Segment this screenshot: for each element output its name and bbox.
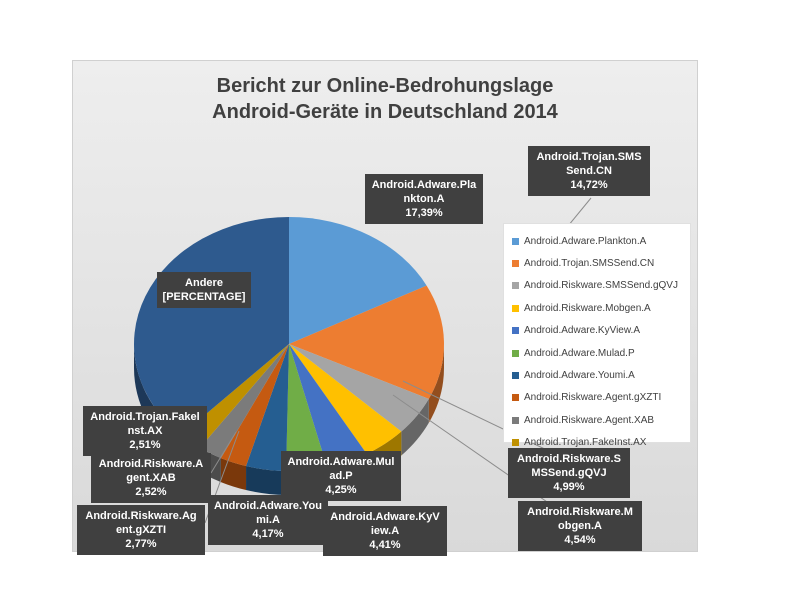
data-label-name-line: ent.gXZTI (115, 524, 167, 536)
data-label-value: 2,52% (135, 486, 167, 498)
data-label-value: 4,99% (553, 481, 585, 493)
data-label-value: 4,41% (369, 539, 401, 551)
legend-item: Android.Adware.Mulad.P (512, 342, 690, 364)
legend-label: Android.Adware.Plankton.A (524, 235, 647, 247)
data-label-name-line: ad.P (329, 470, 353, 482)
pie-side-android-adware-youmi-a (246, 466, 287, 495)
legend-label: Android.Trojan.SMSSend.CN (524, 258, 655, 270)
data-label-name-line: Android.Riskware.A (98, 458, 204, 470)
legend-item: Android.Riskware.Mobgen.A (512, 297, 690, 319)
data-label-android-adware-plankton-a: Android.Adware.Pla nkton.A 17,39% (365, 174, 483, 224)
legend-item: Android.Adware.KyView.A (512, 320, 690, 342)
pie-slice-android-adware-kyview-a (289, 344, 367, 468)
data-label-name-line: gent.XAB (126, 472, 176, 484)
legend-label: Android.Adware.KyView.A (524, 325, 640, 337)
leader-line (210, 431, 237, 474)
legend-swatch (512, 260, 519, 268)
legend-label: Android.Riskware.Agent.gXZTI (524, 392, 662, 404)
pie-slice-android-adware-youmi-a (246, 344, 289, 471)
legend-label: Android.Riskware.Agent.XAB (524, 414, 655, 426)
data-label-name-line: Send.CN (566, 165, 612, 177)
legend-swatch (512, 394, 519, 402)
data-label-name-line: mi.A (256, 514, 280, 526)
data-label-name-line: nkton.A (403, 193, 445, 205)
data-label-value: 17,39% (405, 207, 443, 219)
legend-item: Android.Riskware.Agent.XAB (512, 409, 690, 431)
data-label-name-line: Android.Adware.You (214, 500, 322, 512)
data-label-android-adware-mulad-p: Android.Adware.Mul ad.P 4,25% (281, 451, 401, 501)
pie-slice-andere (134, 217, 289, 436)
data-label-name-line: Android.Adware.KyV (330, 511, 440, 523)
data-label-android-riskware-mobgen-a: Android.Riskware.M obgen.A 4,54% (518, 501, 642, 551)
pie-slice-android-riskware-agent-xab (199, 344, 289, 459)
data-label-value: 2,77% (125, 538, 157, 550)
data-label-value: 4,25% (325, 484, 357, 496)
data-label-android-riskware-smssend-gqvj: Android.Riskware.S MSSend.gQVJ 4,99% (508, 448, 630, 498)
legend-swatch (512, 416, 519, 424)
chart-title-line-2: Android-Geräte in Deutschland 2014 (212, 101, 558, 123)
pie-slice-android-adware-mulad-p (286, 344, 328, 471)
pie-side-android-riskware-agent-gxzti (220, 458, 247, 491)
data-label-android-adware-kyview-a: Android.Adware.KyV iew.A 4,41% (323, 506, 447, 556)
data-label-name-line: Android.Adware.Mul (287, 456, 395, 468)
legend-label: Android.Adware.Mulad.P (524, 347, 635, 359)
legend-swatch (512, 327, 519, 335)
data-label-name-line: obgen.A (558, 520, 602, 532)
legend-swatch (512, 349, 519, 357)
legend-label: Android.Trojan.FakeInst.AX (524, 437, 647, 449)
data-label-name-line: nst.AX (127, 425, 163, 437)
pie-side-android-riskware-smssend-gqvj (401, 398, 429, 456)
legend-item: Android.Adware.Plankton.A (512, 230, 690, 252)
pie-slice-android-adware-plankton-a (289, 217, 427, 344)
legend-swatch (512, 282, 519, 290)
legend-label: Android.Adware.Youmi.A (524, 370, 635, 382)
data-label-name-line: Android.Adware.Pla (371, 179, 477, 191)
legend-label: Android.Riskware.Mobgen.A (524, 302, 651, 314)
pie-slice-android-riskware-smssend-gqvj (289, 344, 429, 432)
data-label-name-line: [PERCENTAGE] (162, 291, 246, 303)
legend-item: Android.Riskware.SMSSend.gQVJ (512, 275, 690, 297)
pie-slice-android-riskware-agent-gxzti (220, 344, 289, 467)
data-label-name-line: Android.Trojan.Fakel (90, 411, 200, 423)
data-label-value: 14,72% (570, 179, 608, 191)
data-label-name-line: MSSend.gQVJ (531, 467, 607, 479)
data-label-android-riskware-agent-xab: Android.Riskware.A gent.XAB 2,52% (91, 453, 211, 503)
pie-side-android-trojan-smssend-cn (428, 344, 444, 423)
pie-slice-android-trojan-smssend-cn (289, 285, 444, 399)
data-label-android-trojan-fakeinst-ax: Android.Trojan.Fakel nst.AX 2,51% (83, 406, 207, 456)
data-label-name-line: Android.Riskware.S (517, 453, 621, 465)
pie-slice-android-trojan-fakeinst-ax (180, 344, 289, 448)
data-label-android-trojan-smssend-cn: Android.Trojan.SMS Send.CN 14,72% (528, 146, 650, 196)
data-label-name-line: iew.A (370, 525, 400, 537)
data-label-name-line: Andere (185, 277, 223, 289)
legend-item: Android.Adware.Youmi.A (512, 364, 690, 386)
legend-swatch (512, 439, 519, 447)
legend-label: Android.Riskware.SMSSend.gQVJ (524, 280, 678, 292)
chart-area: Bericht zur Online-Bedrohungslage Androi… (72, 60, 698, 556)
data-label-name-line: Android.Riskware.Ag (85, 510, 197, 522)
chart-legend: Android.Adware.Plankton.A Android.Trojan.… (503, 223, 691, 448)
data-label-android-riskware-agent-gxzti: Android.Riskware.Ag ent.gXZTI 2,77% (77, 505, 205, 555)
legend-swatch (512, 237, 519, 245)
pie-slice-android-riskware-mobgen-a (289, 344, 402, 454)
data-label-value: 4,54% (564, 534, 596, 546)
chart-title-line-1: Bericht zur Online-Bedrohungslage (216, 75, 554, 97)
legend-swatch (512, 304, 519, 312)
legend-item: Android.Trojan.SMSSend.CN (512, 252, 690, 274)
data-label-android-adware-youmi-a: Android.Adware.You mi.A 4,17% (208, 495, 328, 545)
legend-item: Android.Riskware.Agent.gXZTI (512, 387, 690, 409)
data-label-value: 4,17% (252, 528, 284, 540)
legend-swatch (512, 372, 519, 380)
data-label-value: 2,51% (129, 439, 161, 451)
data-label-name-line: Android.Riskware.M (527, 506, 633, 518)
data-label-name-line: Android.Trojan.SMS (536, 151, 642, 163)
legend-item: Android.Trojan.FakeInst.AX (512, 432, 690, 454)
data-label-andere: Andere [PERCENTAGE] (157, 272, 251, 308)
